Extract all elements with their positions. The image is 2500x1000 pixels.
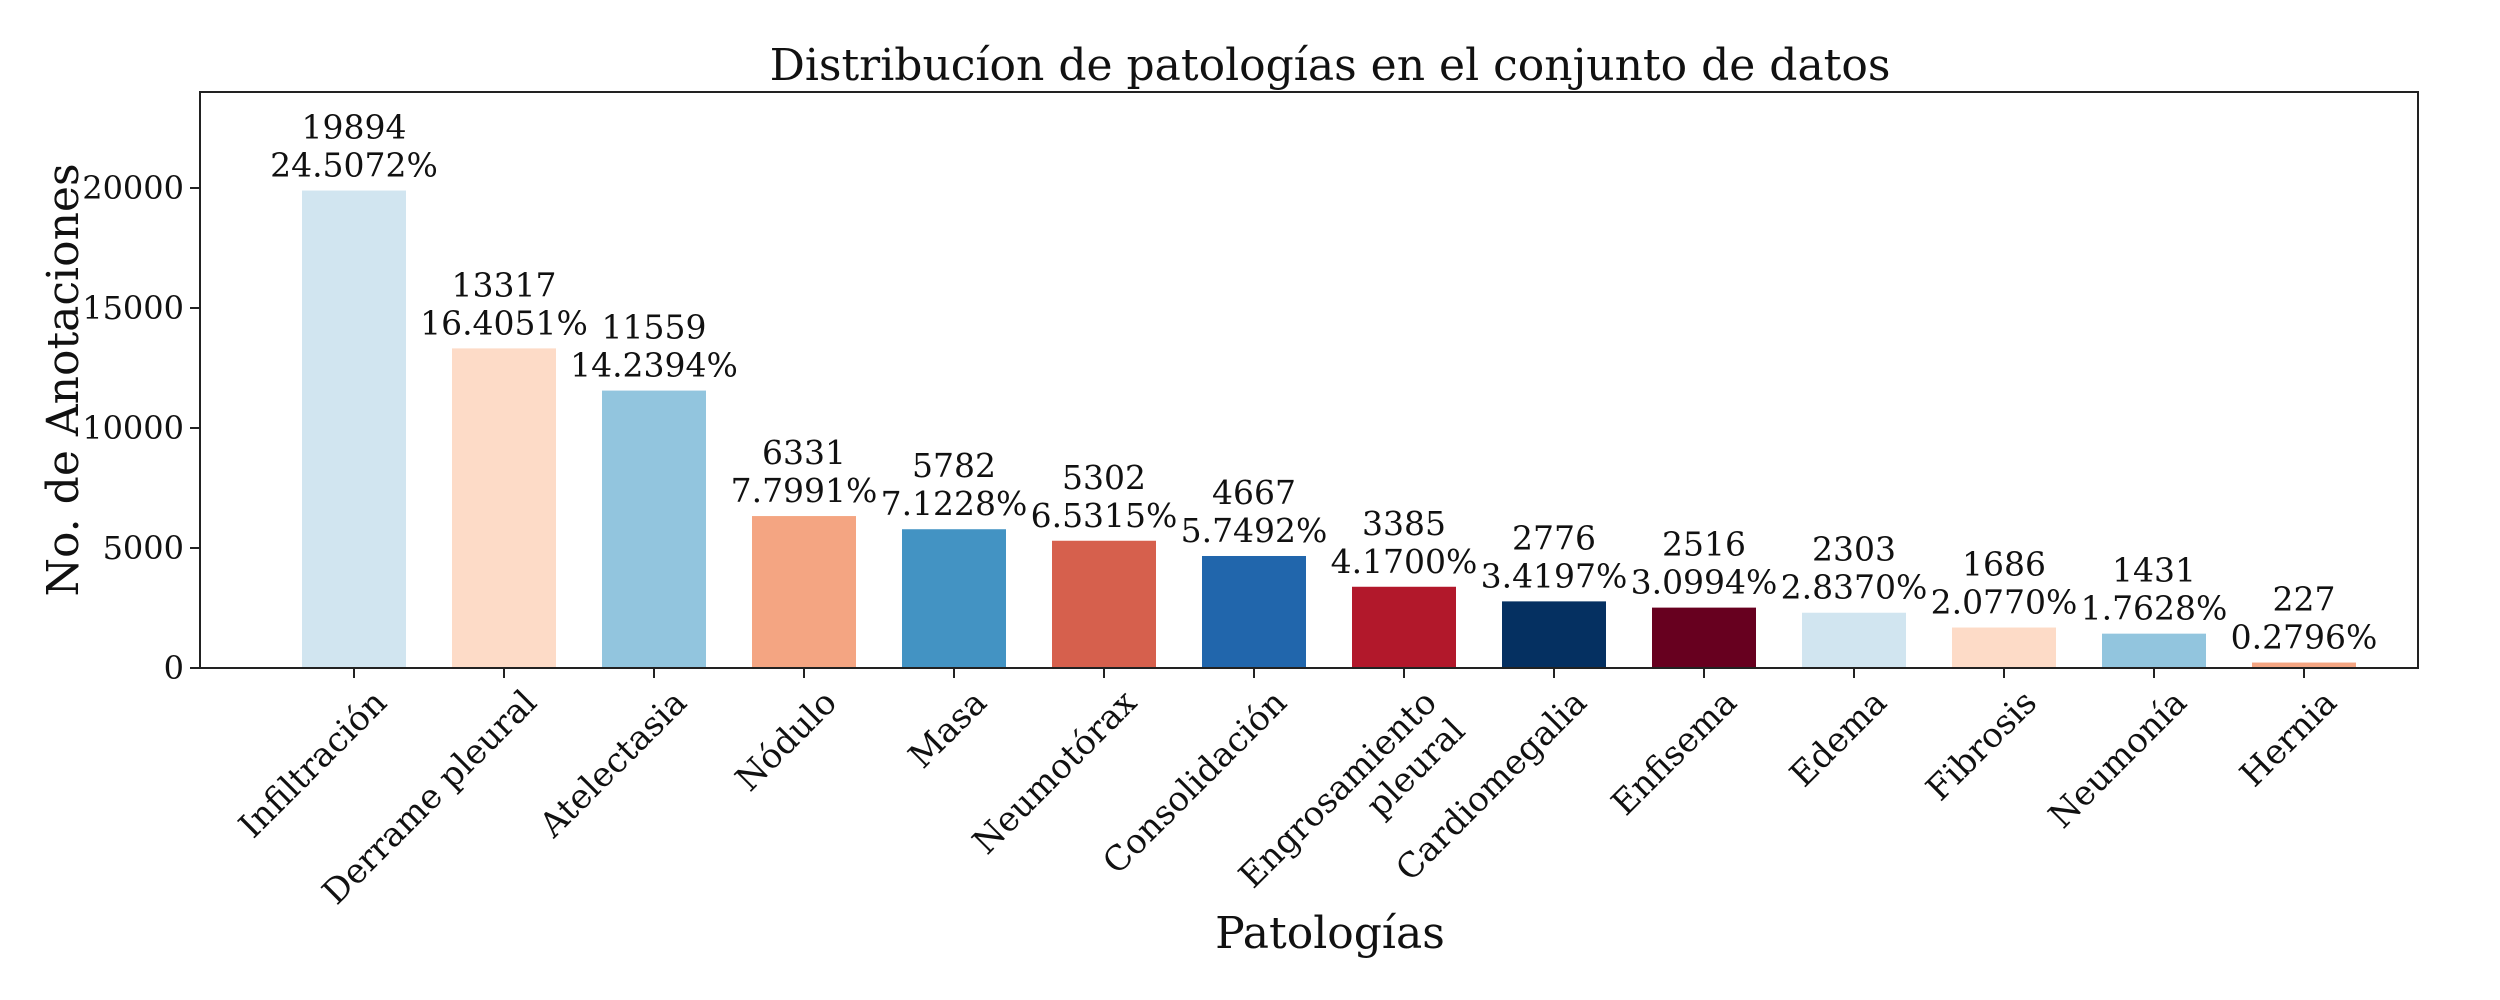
plot-frame [199, 91, 2419, 669]
bar [1802, 612, 1906, 668]
x-tick-label-line: Enfisema [1604, 683, 1745, 824]
x-tick-label: Edema [1782, 683, 1895, 796]
x-tick-label-line: Neumonía [2041, 683, 2195, 837]
x-tick-label: Atelectasia [531, 683, 695, 847]
bar-count-label: 11559 [602, 308, 707, 347]
bar-count-label: 2776 [1512, 518, 1596, 557]
x-tick-label-line: Infiltración [231, 683, 395, 847]
bar [452, 348, 556, 668]
bar [752, 516, 856, 668]
bar-percent-label: 2.8370% [1781, 568, 1928, 607]
bar-percent-label: 4.1700% [1331, 542, 1478, 581]
bar [902, 529, 1006, 668]
x-tick-label: Hernia [2232, 683, 2344, 795]
bar-percent-label: 3.0994% [1631, 563, 1778, 602]
bar-percent-label: 0.2796% [2231, 618, 2378, 657]
bar [1352, 586, 1456, 668]
x-tick-label-line: Atelectasia [531, 683, 695, 847]
bar-percent-label: 1.7628% [2081, 589, 2228, 628]
bar-count-label: 5782 [912, 446, 996, 485]
y-tick-label: 20000 [82, 169, 184, 207]
bar-count-label: 227 [2273, 580, 2336, 619]
bar-count-label: 1431 [2112, 551, 2196, 590]
chart-title: Distribucíon de patologías en el conjunt… [770, 40, 1891, 91]
bar [1052, 540, 1156, 668]
bar-percent-label: 24.5072% [270, 146, 438, 185]
bar-percent-label: 5.7492% [1181, 511, 1328, 550]
x-axis-label: Patologías [1215, 908, 1445, 959]
y-tick-label: 5000 [103, 529, 184, 567]
x-tick-label: Neumonía [2041, 683, 2195, 837]
bar-percent-label: 7.7991% [731, 471, 878, 510]
x-tick-label-line: Edema [1782, 683, 1895, 796]
y-axis-label: No. de Anotaciones [38, 163, 89, 596]
bar-count-label: 3385 [1362, 504, 1446, 543]
bar-count-label: 13317 [452, 265, 557, 304]
bar [1502, 601, 1606, 668]
x-tick-label-line: Hernia [2232, 683, 2344, 795]
x-tick-label: Fibrosis [1918, 683, 2044, 809]
bar-count-label: 6331 [762, 433, 846, 472]
x-tick-label: Enfisema [1604, 683, 1745, 824]
bar [302, 190, 406, 668]
x-tick-label-line: Nódulo [728, 683, 845, 800]
bar-count-label: 1686 [1962, 545, 2046, 584]
y-tick-label: 10000 [82, 409, 184, 447]
bar-count-label: 2516 [1662, 525, 1746, 564]
x-tick-label-line: Fibrosis [1918, 683, 2044, 809]
bar-percent-label: 14.2394% [570, 346, 738, 385]
bar-percent-label: 16.4051% [420, 303, 588, 342]
bar [2102, 633, 2206, 668]
bar [1952, 627, 2056, 668]
y-tick-label: 0 [164, 649, 184, 687]
x-tick-label: Nódulo [728, 683, 845, 800]
y-tick-label: 15000 [82, 289, 184, 327]
bar-percent-label: 7.1228% [881, 484, 1028, 523]
bar [1202, 555, 1306, 668]
x-tick-label-line: Masa [901, 683, 995, 777]
bar-count-label: 4667 [1212, 473, 1296, 512]
bar [2252, 662, 2356, 668]
bar-count-label: 5302 [1062, 458, 1146, 497]
x-tick-label: Masa [901, 683, 995, 777]
bar [1652, 607, 1756, 668]
bar-percent-label: 3.4197% [1481, 556, 1628, 595]
bar-count-label: 19894 [302, 108, 407, 147]
bar-percent-label: 2.0770% [1931, 583, 2078, 622]
bar-percent-label: 6.5315% [1031, 496, 1178, 535]
bar [602, 390, 706, 668]
x-tick-label: Infiltración [231, 683, 395, 847]
bar-count-label: 2303 [1812, 530, 1896, 569]
